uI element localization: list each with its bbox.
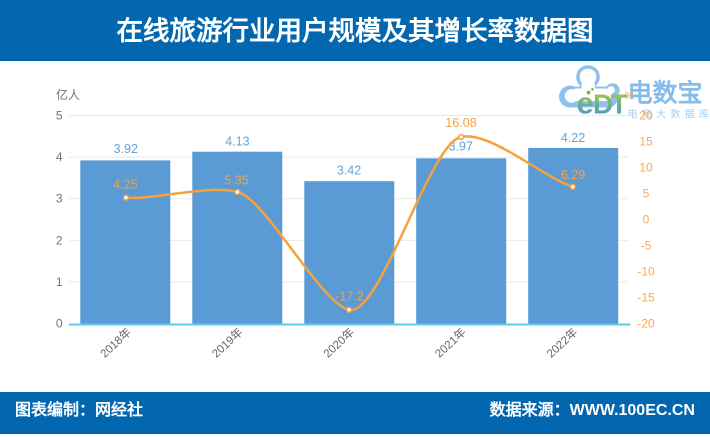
svg-text:3.42: 3.42 [337,164,361,178]
svg-text:-10: -10 [637,265,655,279]
svg-text:e: e [577,86,594,121]
svg-text:2019年: 2019年 [209,325,246,361]
svg-text:电商大数据库: 电商大数据库 [628,108,710,121]
svg-text:4: 4 [56,150,63,164]
svg-text:4.13: 4.13 [225,135,249,149]
svg-text:3.92: 3.92 [114,142,138,156]
svg-text:亿人: 亿人 [56,87,80,102]
svg-text:5: 5 [643,187,650,201]
svg-text:电数宝: 电数宝 [628,78,703,107]
svg-text:4.22: 4.22 [561,131,585,145]
svg-text:5: 5 [56,109,63,123]
svg-text:2020年: 2020年 [320,325,357,361]
svg-text:2: 2 [56,233,63,247]
svg-text:2018年: 2018年 [97,325,134,361]
svg-text:0: 0 [643,213,650,227]
svg-text:2022年: 2022年 [544,325,581,361]
svg-text:%: % [625,90,634,102]
svg-text:10: 10 [639,161,653,175]
svg-text:4.25: 4.25 [113,178,137,192]
svg-text:2021年: 2021年 [432,325,469,361]
svg-text:5.35: 5.35 [224,173,248,187]
svg-text:-15: -15 [637,291,655,305]
svg-text:-5: -5 [641,239,652,253]
svg-text:16.08: 16.08 [445,116,476,130]
svg-text:3.97: 3.97 [449,140,473,154]
svg-text:D: D [593,89,613,120]
svg-text:0: 0 [56,317,63,331]
svg-text:-17.2: -17.2 [335,290,364,304]
svg-text:1: 1 [56,275,63,289]
svg-text:3: 3 [56,192,63,206]
svg-text:T: T [611,89,628,120]
svg-text:20: 20 [639,109,653,123]
svg-text:6.29: 6.29 [561,168,585,182]
svg-text:15: 15 [639,135,653,149]
svg-text:-20: -20 [637,317,655,331]
